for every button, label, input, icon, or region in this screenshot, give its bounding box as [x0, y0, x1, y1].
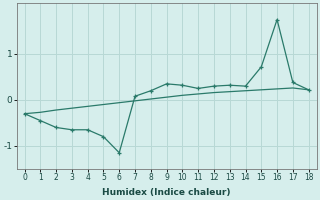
X-axis label: Humidex (Indice chaleur): Humidex (Indice chaleur)	[102, 188, 231, 197]
